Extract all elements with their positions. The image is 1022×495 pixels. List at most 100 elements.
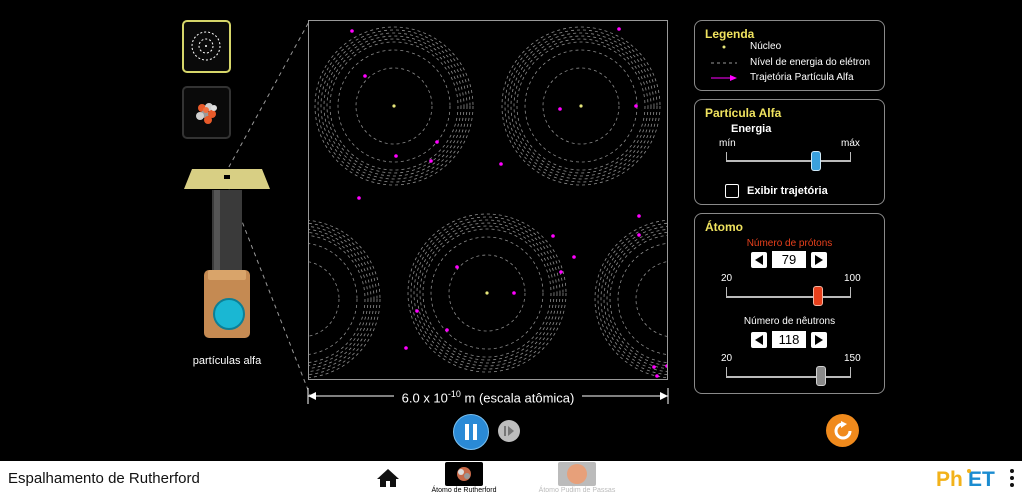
alpha-particle — [363, 74, 367, 78]
energy-level-ring — [413, 219, 561, 367]
energy-level-ring — [309, 223, 378, 375]
options-menu-button[interactable] — [1008, 468, 1016, 493]
energy-min-tick — [726, 152, 727, 161]
gun-label: partículas alfa — [192, 355, 262, 367]
energy-slider-thumb[interactable] — [811, 151, 821, 171]
alpha-panel-title: Partícula Alfa — [705, 106, 782, 120]
neutrons-slider-track[interactable] — [726, 376, 851, 378]
energy-level-ring — [326, 38, 462, 174]
protons-decrement-button[interactable] — [751, 252, 767, 268]
protons-slider-thumb[interactable] — [813, 286, 823, 306]
neutrons-min-tick — [726, 367, 727, 376]
phet-logo[interactable]: Ph ET — [936, 468, 1002, 495]
energy-level-ring — [329, 41, 459, 171]
fire-gun-button[interactable] — [213, 298, 245, 330]
energy-level-ring — [448, 254, 526, 332]
nucleus-view-selector-button[interactable] — [182, 86, 231, 139]
neutrons-increment-button[interactable] — [811, 332, 827, 348]
energy-level-ring — [603, 228, 667, 370]
energy-min-label: mín — [719, 138, 736, 149]
reset-all-button[interactable] — [826, 414, 859, 447]
protons-slider-track[interactable] — [726, 296, 851, 298]
nucleus — [485, 291, 489, 295]
alpha-particle — [350, 29, 354, 33]
kebab-menu-icon — [1010, 469, 1014, 487]
energy-level-ring — [597, 222, 667, 376]
energy-level-ring — [510, 35, 652, 177]
alpha-particle — [394, 154, 398, 158]
left-arrow-icon — [755, 255, 763, 265]
phet-logo-icon: Ph ET — [936, 468, 995, 491]
alpha-particle — [559, 270, 563, 274]
sim-title: Espalhamento de Rutherford — [8, 470, 200, 487]
nucleus — [392, 104, 396, 108]
neutrons-max-tick — [850, 367, 851, 376]
protons-label: Número de prótons — [746, 238, 833, 249]
alpha-particle — [429, 159, 433, 163]
left-arrow-icon — [755, 335, 763, 345]
neutrons-decrement-button[interactable] — [751, 332, 767, 348]
rutherford-thumbnail — [445, 462, 483, 486]
step-forward-button[interactable] — [498, 420, 520, 442]
atom-view-canvas — [309, 26, 667, 379]
scale-text-post: m (escala atômica) — [460, 390, 575, 406]
energy-level-ring — [314, 26, 474, 186]
alpha-particle — [637, 214, 641, 218]
show-traces-checkbox[interactable] — [725, 184, 739, 198]
energy-level-ring — [320, 32, 468, 180]
energy-level-ring — [609, 234, 667, 364]
protons-value: 79 — [772, 251, 806, 268]
home-icon — [377, 469, 399, 487]
atom-panel: Átomo Número de prótons 79 20 100 Número… — [694, 213, 885, 394]
alpha-particle — [558, 107, 562, 111]
energy-level-ring — [309, 243, 358, 355]
alpha-particle-panel: Partícula Alfa Energia mín máx Exibir tr… — [694, 99, 885, 205]
right-arrow-icon — [815, 335, 823, 345]
nucleus — [579, 104, 583, 108]
protons-max-label: 100 — [844, 273, 861, 284]
pudding-thumbnail-icon — [567, 464, 587, 484]
energy-level-ring — [309, 261, 340, 337]
rutherford-atom-selector-button[interactable] — [182, 20, 231, 73]
screen-tab-plum-pudding[interactable]: Átomo Pudim de Passas — [522, 461, 632, 495]
energy-level-ring — [419, 225, 555, 361]
energy-level-ring — [504, 29, 658, 183]
nucleus-symbol — [722, 45, 726, 49]
nucleus-thumbnail-icon — [457, 467, 471, 481]
protons-max-tick — [850, 287, 851, 296]
protons-min-label: 20 — [721, 273, 733, 284]
energy-level-ring — [606, 231, 667, 367]
energy-level-ring — [309, 232, 369, 366]
energy-slider-track[interactable] — [726, 160, 851, 162]
svg-text:Ph: Ph — [936, 468, 963, 490]
energy-max-tick — [850, 152, 851, 161]
legend-panel: Legenda Núcleo Nível de energia do elétr… — [694, 20, 885, 91]
alpha-particle — [445, 328, 449, 332]
scale-label: 6.0 x 10-10 m (escala atômica) — [396, 389, 580, 405]
energy-level-ring — [309, 229, 372, 369]
scale-bar: 6.0 x 10-10 m (escala atômica) — [306, 388, 670, 406]
show-traces-label: Exibir trajetória — [747, 185, 828, 197]
energy-level-ring — [323, 35, 465, 177]
plum-pudding-thumbnail — [558, 462, 596, 486]
alpha-particle — [572, 255, 576, 259]
home-button[interactable] — [376, 468, 400, 493]
energy-max-label: máx — [841, 138, 860, 149]
play-pause-button[interactable] — [453, 414, 489, 450]
protons-increment-button[interactable] — [811, 252, 827, 268]
energy-level-ring — [635, 261, 667, 337]
energy-level-ring — [317, 29, 471, 183]
zoom-lines — [224, 19, 311, 396]
energy-level-ring — [600, 225, 667, 373]
scale-exponent: -10 — [447, 389, 461, 399]
neutrons-slider-thumb[interactable] — [816, 366, 826, 386]
screen-label-plum-pudding: Átomo Pudim de Passas — [538, 487, 616, 494]
alpha-particle — [512, 291, 516, 295]
legend-symbols — [711, 45, 737, 81]
energy-label: Energia — [731, 123, 772, 135]
screen-label-rutherford: Átomo de Rutherford — [431, 487, 497, 494]
alpha-particle — [435, 140, 439, 144]
screen-tab-rutherford[interactable]: Átomo de Rutherford — [416, 461, 512, 495]
alpha-particle — [617, 27, 621, 31]
neutrons-min-label: 20 — [721, 353, 733, 364]
